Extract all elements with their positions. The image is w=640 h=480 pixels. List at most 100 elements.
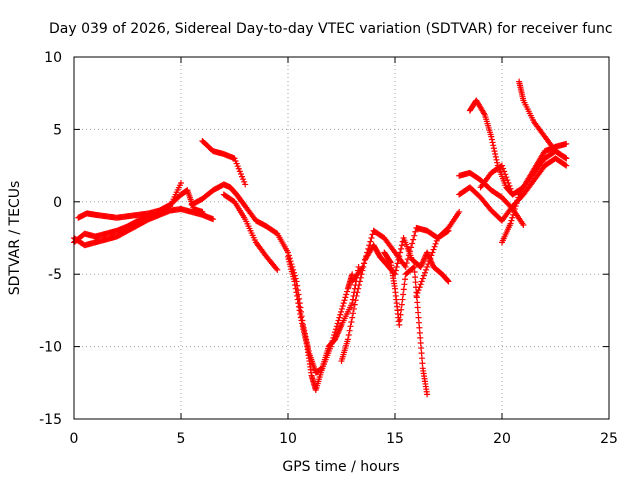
y-tick-label: 5 xyxy=(53,122,62,138)
x-axis-label: GPS time / hours xyxy=(282,459,399,475)
data-point xyxy=(349,314,356,321)
data-point xyxy=(398,301,405,308)
data-point xyxy=(295,303,302,310)
data-point xyxy=(398,242,405,249)
data-point xyxy=(562,154,569,161)
y-tick-label: -5 xyxy=(48,267,62,283)
data-point xyxy=(406,248,413,255)
data-point xyxy=(336,314,343,321)
data-point xyxy=(418,278,425,285)
data-point xyxy=(562,161,569,168)
data-point xyxy=(410,264,417,271)
data-point xyxy=(421,269,428,276)
series-arc-3 xyxy=(75,179,184,221)
data-point xyxy=(344,336,351,343)
data-point xyxy=(210,216,217,223)
data-point xyxy=(178,179,184,186)
data-point xyxy=(274,266,281,273)
data-point xyxy=(415,314,422,321)
series-arc-11 xyxy=(413,208,463,299)
data-point xyxy=(393,263,400,270)
data-point xyxy=(350,305,357,312)
data-point xyxy=(349,296,356,303)
data-point xyxy=(397,249,404,256)
data-point xyxy=(488,133,495,140)
data-point xyxy=(242,181,249,188)
data-point xyxy=(416,284,423,291)
data-point xyxy=(423,266,430,273)
data-points xyxy=(71,78,570,398)
y-tick-label: 10 xyxy=(44,50,62,66)
data-point xyxy=(339,303,346,310)
data-point xyxy=(508,217,515,224)
data-point xyxy=(417,334,424,341)
data-point xyxy=(408,244,415,251)
data-point xyxy=(387,258,394,265)
data-point xyxy=(419,275,426,282)
data-point xyxy=(427,255,434,262)
data-point xyxy=(350,310,357,317)
data-point xyxy=(507,220,514,227)
data-point xyxy=(327,343,334,350)
data-point xyxy=(399,296,406,303)
data-point xyxy=(299,323,306,330)
data-point xyxy=(299,320,306,327)
series-arc-6 xyxy=(220,191,281,273)
x-tick-label: 20 xyxy=(493,431,511,447)
data-point xyxy=(415,319,422,326)
data-point xyxy=(400,291,407,298)
chart-title: Day 039 of 2026, Sidereal Day-to-day VTE… xyxy=(49,21,613,37)
data-point xyxy=(402,263,409,270)
data-point xyxy=(510,208,517,215)
data-point xyxy=(334,320,341,327)
data-point xyxy=(294,296,301,303)
data-point xyxy=(499,162,505,169)
data-point xyxy=(411,263,418,270)
data-point xyxy=(365,245,372,252)
series-arc-7 xyxy=(285,253,356,394)
data-point xyxy=(300,326,307,333)
data-point xyxy=(492,151,499,158)
data-point xyxy=(359,263,366,270)
data-point xyxy=(235,165,242,172)
data-point xyxy=(396,316,403,323)
data-point xyxy=(409,240,416,247)
data-point xyxy=(400,286,407,293)
data-point xyxy=(415,309,422,316)
data-point xyxy=(337,311,344,318)
data-point xyxy=(297,314,304,321)
data-point xyxy=(563,140,570,147)
data-point xyxy=(491,148,498,155)
data-point xyxy=(362,256,369,263)
data-point xyxy=(340,300,347,307)
data-point xyxy=(351,301,358,308)
data-point xyxy=(296,307,303,314)
data-point xyxy=(514,197,521,204)
data-point xyxy=(445,278,452,285)
data-point xyxy=(342,294,349,301)
axis-ticks: 0 5 10 15 20 25 -15 -10 -5 0 5 10 xyxy=(39,50,618,447)
x-tick-label: 15 xyxy=(386,431,404,447)
data-point xyxy=(295,300,302,307)
data-point xyxy=(413,292,420,299)
data-point xyxy=(302,337,309,344)
data-point xyxy=(335,317,342,324)
data-point xyxy=(429,249,436,256)
data-point xyxy=(563,155,570,162)
data-point xyxy=(292,282,299,289)
series-arc-13 xyxy=(456,169,527,228)
data-point xyxy=(346,327,353,334)
data-point xyxy=(412,274,419,281)
data-point xyxy=(332,326,339,333)
x-tick-label: 10 xyxy=(279,431,297,447)
data-point xyxy=(367,238,374,245)
data-point xyxy=(233,160,240,167)
data-point xyxy=(397,311,404,318)
data-point xyxy=(424,263,431,270)
data-point xyxy=(503,174,510,181)
data-point xyxy=(241,178,248,185)
data-point xyxy=(231,155,238,162)
data-point xyxy=(511,206,518,213)
data-point xyxy=(355,285,362,292)
